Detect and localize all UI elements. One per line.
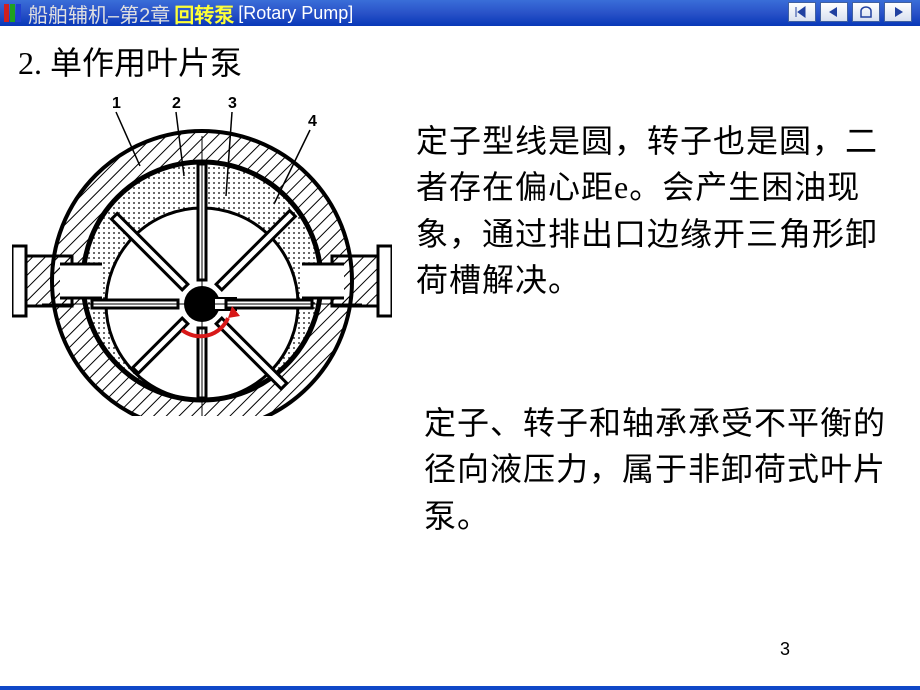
first-button[interactable] (788, 2, 816, 22)
home-button[interactable] (852, 2, 880, 22)
chapter-label: 船舶辅机–第2章 (28, 0, 170, 28)
diagram-label-1: 1 (112, 95, 121, 112)
title-bar: 船舶辅机–第2章 回转泵 [Rotary Pump] (0, 0, 920, 26)
chapter-title-en: [Rotary Pump] (238, 3, 353, 24)
pump-diagram: 1 2 3 4 (12, 86, 392, 416)
diagram-label-3: 3 (228, 95, 237, 112)
slide-heading: 2. 单作用叶片泵 (18, 38, 242, 84)
page-number: 3 (780, 639, 790, 660)
footer-bar (0, 686, 920, 690)
diagram-label-2: 2 (172, 95, 181, 112)
paragraph-2: 定子、转子和轴承承受不平衡的径向液压力，属于非卸荷式叶片泵。 (424, 400, 894, 539)
app-logo-icon (4, 4, 24, 22)
nav-controls (788, 2, 912, 22)
prev-button[interactable] (820, 2, 848, 22)
next-button[interactable] (884, 2, 912, 22)
chapter-title: 回转泵 (174, 0, 234, 28)
diagram-label-4: 4 (308, 113, 317, 130)
paragraph-1: 定子型线是圆，转子也是圆，二者存在偏心距e。会产生困油现象，通过排出口边缘开三角… (416, 118, 886, 304)
